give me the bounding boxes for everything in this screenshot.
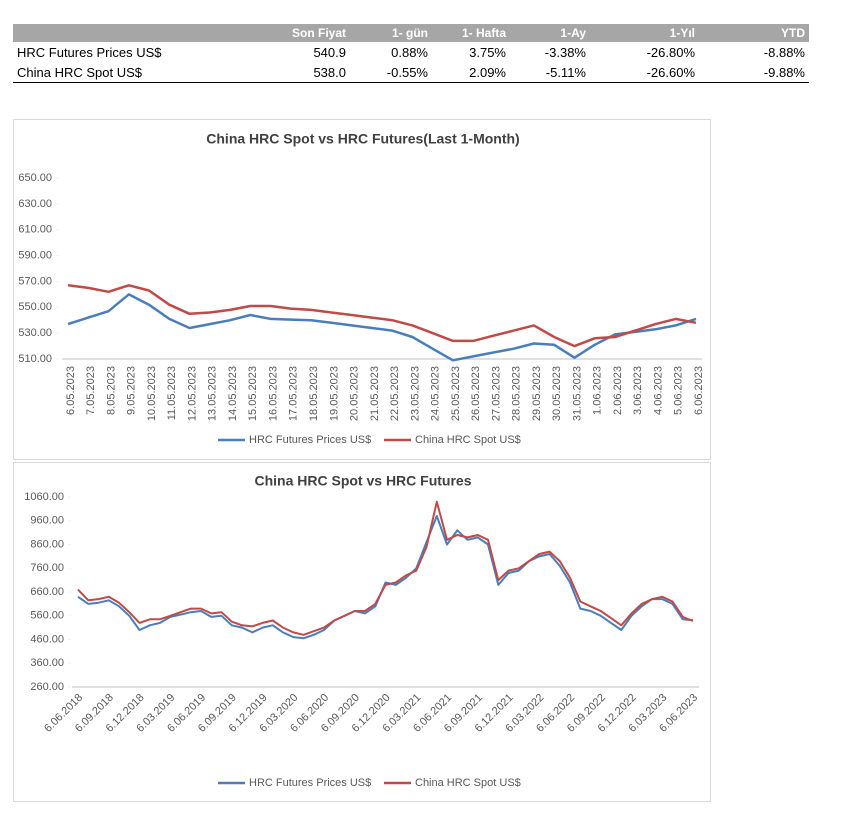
- x-tick-label: 12.05.2023: [186, 366, 198, 421]
- header-cell: Son Fiyat: [270, 24, 350, 42]
- y-tick-label: 760.00: [30, 562, 64, 574]
- x-tick-label: 2.06.2023: [612, 366, 624, 415]
- cell: 540.9: [313, 44, 346, 60]
- y-tick-label: 960.00: [30, 515, 64, 527]
- cell: 3.75%: [469, 44, 506, 60]
- cell: -3.38%: [544, 44, 586, 60]
- header-cell: 1- gün: [350, 24, 432, 42]
- cell: 538.0: [270, 62, 350, 83]
- x-tick-label: 17.05.2023: [288, 366, 300, 421]
- summary-table: Son Fiyat 1- gün 1- Hafta 1-Ay 1-Yıl YTD…: [13, 24, 809, 83]
- legend-label: HRC Futures Prices US$: [249, 777, 371, 789]
- cell: -0.55%: [350, 62, 432, 83]
- x-tick-label: 10.05.2023: [146, 366, 158, 421]
- series-line: [77, 515, 694, 640]
- x-tick-label: 1.06.2023: [592, 366, 604, 415]
- y-tick-label: 530.00: [18, 327, 52, 339]
- header-cell: YTD: [699, 24, 809, 42]
- chart-frame: [13, 462, 711, 802]
- x-tick-label: 6.05.2023: [65, 366, 77, 415]
- y-tick-label: 260.00: [30, 681, 64, 693]
- row: China HRC Spot US$ 538.0 -0.55% 2.09% -5…: [13, 62, 809, 83]
- y-tick-label: 660.00: [30, 586, 64, 598]
- x-tick-label: 3.06.2023: [632, 366, 644, 415]
- x-tick-label: 4.06.2023: [652, 366, 664, 415]
- x-tick-label: 24.05.2023: [430, 366, 442, 421]
- legend-label: China HRC Spot US$: [415, 777, 521, 789]
- x-tick-label: 8.05.2023: [105, 366, 117, 415]
- header-cell: 1-Ay: [510, 24, 590, 42]
- x-tick-label: 20.05.2023: [349, 366, 361, 421]
- series-line: [67, 284, 697, 348]
- y-tick-label: 360.00: [30, 657, 64, 669]
- x-tick-label: 9.05.2023: [126, 366, 138, 415]
- chart-frame: [13, 119, 711, 460]
- chart-title: China HRC Spot vs HRC Futures(Last 1-Mon…: [206, 131, 519, 147]
- legend-label: HRC Futures Prices US$: [249, 434, 371, 446]
- cell: -9.88%: [699, 62, 809, 83]
- x-tick-label: 11.05.2023: [166, 366, 178, 420]
- x-tick-label: 23.05.2023: [409, 366, 421, 421]
- x-tick-label: 19.05.2023: [328, 366, 340, 421]
- cell: HRC Futures Prices US$: [17, 44, 162, 60]
- y-tick-label: 590.00: [18, 249, 52, 261]
- y-tick-label: 550.00: [18, 301, 52, 313]
- x-tick-label: 21.05.2023: [369, 366, 381, 421]
- legend-label: China HRC Spot US$: [415, 434, 521, 446]
- cell: 2.09%: [432, 62, 510, 83]
- x-tick-label: 29.05.2023: [531, 366, 543, 421]
- x-tick-label: 30.05.2023: [551, 366, 563, 421]
- header-cell: 1-Yıl: [590, 24, 699, 42]
- y-tick-label: 650.00: [18, 172, 52, 184]
- series-line: [67, 293, 697, 362]
- x-tick-label: 18.05.2023: [308, 366, 320, 421]
- x-tick-label: 26.05.2023: [470, 366, 482, 421]
- x-tick-label: 27.05.2023: [490, 366, 502, 421]
- cell: 0.88%: [391, 44, 428, 60]
- y-tick-label: 560.00: [30, 610, 64, 622]
- y-tick-label: 1060.00: [24, 491, 64, 503]
- x-tick-label: 6.06.2023: [693, 366, 705, 415]
- x-tick-label: 31.05.2023: [571, 366, 583, 421]
- cell: China HRC Spot US$: [13, 62, 270, 83]
- cell: -8.88%: [763, 44, 805, 60]
- x-tick-label: 15.05.2023: [247, 366, 259, 421]
- x-tick-label: 28.05.2023: [511, 366, 523, 421]
- x-tick-label: 14.05.2023: [227, 366, 239, 421]
- x-tick-label: 22.05.2023: [389, 366, 401, 421]
- y-tick-label: 630.00: [18, 198, 52, 210]
- header-cell: 1- Hafta: [432, 24, 510, 42]
- y-tick-label: 460.00: [30, 633, 64, 645]
- y-tick-label: 570.00: [18, 275, 52, 287]
- y-tick-label: 510.00: [18, 353, 52, 365]
- series-line: [77, 500, 694, 636]
- cell: -26.80%: [646, 44, 695, 60]
- x-tick-label: 13.05.2023: [207, 366, 219, 421]
- x-tick-label: 7.05.2023: [85, 366, 97, 415]
- y-tick-label: 610.00: [18, 224, 52, 236]
- row: HRC Futures Prices US$ 540.9 0.88% 3.75%…: [13, 42, 809, 62]
- cell: -26.60%: [590, 62, 699, 83]
- y-tick-label: 860.00: [30, 538, 64, 550]
- x-tick-label: 16.05.2023: [267, 366, 279, 421]
- header-row: Son Fiyat 1- gün 1- Hafta 1-Ay 1-Yıl YTD: [13, 24, 809, 42]
- chart-title: China HRC Spot vs HRC Futures: [254, 473, 471, 489]
- header-cell: [13, 24, 270, 42]
- x-tick-label: 25.05.2023: [450, 366, 462, 421]
- cell: -5.11%: [510, 62, 590, 83]
- x-tick-label: 5.06.2023: [673, 366, 685, 415]
